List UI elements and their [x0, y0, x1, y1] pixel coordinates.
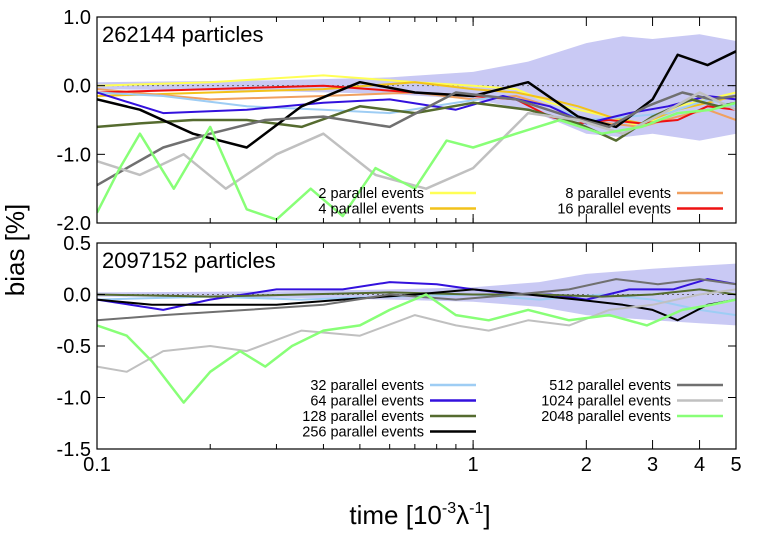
x-tick-label: 2: [581, 454, 592, 476]
y-axis-label: bias [%]: [0, 204, 30, 297]
panel-1: 1.0 0.0 -1.0 -2.0 262144 particles 2 parallel…: [57, 7, 737, 235]
y-tick-label: -1.0: [57, 144, 91, 166]
legend-label: 512 parallel events: [549, 378, 671, 394]
panel-title: 262144 particles: [102, 22, 263, 47]
series-line-256-parallel-events: [97, 288, 736, 322]
series-line-1024-parallel-events: [97, 91, 736, 190]
plot-area: [97, 34, 736, 221]
y-tick-label: -1.5: [57, 439, 91, 461]
legend-label: 1024 parallel events: [541, 394, 671, 410]
legend-label: 32 parallel events: [310, 378, 424, 394]
y-tick-label: 0.0: [63, 76, 91, 98]
x-tick-label: 3: [647, 454, 658, 476]
series-line-512-parallel-events: [97, 278, 736, 322]
legend-label: 8 parallel events: [565, 186, 671, 202]
x-tick-label: 5: [730, 454, 741, 476]
legend-label: 256 parallel events: [302, 425, 424, 441]
x-tick-label: 1: [468, 454, 479, 476]
y-tick-label: -1.0: [57, 388, 91, 410]
x-tick-label: 0.1: [83, 454, 111, 476]
y-tick-label: -0.5: [57, 336, 91, 358]
series-line-1024-parallel-events: [97, 288, 736, 373]
series-line-2048-parallel-events: [97, 293, 736, 404]
plot-area: [97, 263, 736, 404]
panel-title: 2097152 particles: [102, 248, 276, 273]
series-line-32-parallel-events: [97, 293, 736, 317]
y-tick-label: 1.0: [63, 7, 91, 29]
legend-label: 4 parallel events: [318, 202, 424, 218]
legend-label: 16 parallel events: [557, 202, 671, 218]
series-line-512-parallel-events: [97, 91, 736, 187]
series-line-64-parallel-events: [97, 91, 736, 125]
panel-frame: [96, 16, 737, 224]
legend-label: 64 parallel events: [310, 394, 424, 410]
legend-label: 128 parallel events: [302, 409, 424, 425]
y-tick-label: 0.5: [63, 233, 91, 255]
series-line-256-parallel-events: [97, 50, 736, 149]
legend-label: 2048 parallel events: [541, 409, 671, 425]
x-axis-label: time [10-3λ-1]: [349, 500, 490, 530]
series-line-2048-parallel-events: [97, 101, 736, 221]
y-tick-label: 0.0: [63, 285, 91, 307]
y-tick-label: -2.0: [57, 213, 91, 235]
x-tick-label: 4: [694, 454, 705, 476]
legend-label: 2 parallel events: [318, 186, 424, 202]
panel-2: 0.5 0.0 -0.5 -1.0 -1.50.1 1 2 3 4 5 2097152 partic…: [57, 233, 742, 476]
